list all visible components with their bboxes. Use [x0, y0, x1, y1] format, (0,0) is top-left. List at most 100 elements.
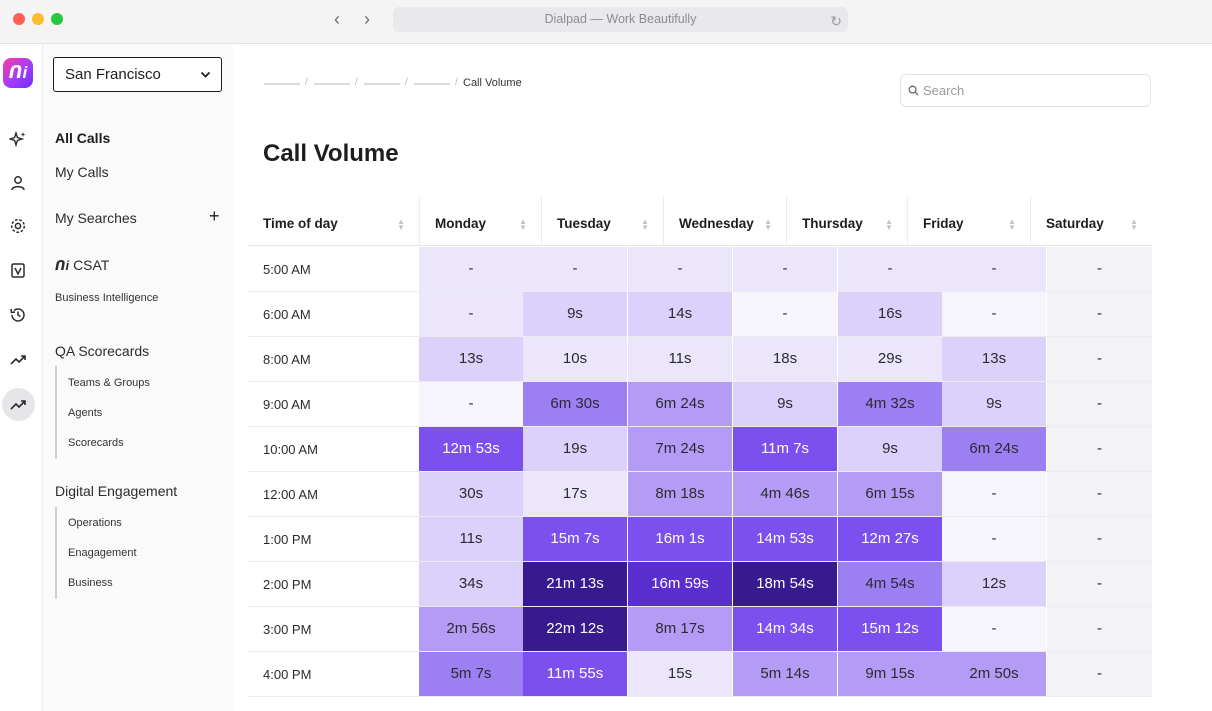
- heatmap-cell[interactable]: -: [628, 247, 732, 291]
- clipboard-icon[interactable]: [6, 258, 30, 282]
- minimize-window-button[interactable]: [32, 13, 44, 25]
- heatmap-cell[interactable]: 8m 17s: [628, 607, 732, 651]
- heatmap-cell[interactable]: 4m 54s: [838, 562, 942, 606]
- column-header-tuesday[interactable]: Tuesday ▲ ▼: [541, 196, 663, 246]
- sparkle-icon[interactable]: [6, 128, 30, 152]
- heatmap-cell[interactable]: 13s: [942, 337, 1046, 381]
- breadcrumb-placeholder[interactable]: [364, 83, 400, 85]
- column-header-monday[interactable]: Monday ▲ ▼: [419, 196, 541, 246]
- nav-my-searches[interactable]: My Searches: [55, 210, 137, 226]
- heatmap-cell[interactable]: -: [419, 382, 523, 426]
- nav-scorecards[interactable]: Scorecards: [68, 437, 124, 449]
- column-header-wednesday[interactable]: Wednesday ▲ ▼: [663, 196, 786, 246]
- column-header-saturday[interactable]: Saturday ▲ ▼: [1030, 196, 1152, 246]
- sort-icon[interactable]: ▲ ▼: [641, 217, 649, 232]
- sort-icon[interactable]: ▲ ▼: [397, 217, 405, 232]
- heatmap-cell-saturday[interactable]: -: [1047, 517, 1152, 561]
- heatmap-cell[interactable]: -: [942, 472, 1046, 516]
- trend-icon[interactable]: [6, 348, 30, 372]
- sort-icon[interactable]: ▲ ▼: [1008, 217, 1016, 232]
- gear-icon[interactable]: [6, 214, 30, 238]
- heatmap-cell-saturday[interactable]: -: [1047, 382, 1152, 426]
- heatmap-cell[interactable]: 6m 24s: [628, 382, 732, 426]
- back-arrow-icon[interactable]: ‹: [334, 9, 340, 29]
- column-header-friday[interactable]: Friday ▲ ▼: [907, 196, 1030, 246]
- heatmap-cell[interactable]: 15m 12s: [838, 607, 942, 651]
- heatmap-cell[interactable]: -: [733, 292, 837, 336]
- nav-operations[interactable]: Operations: [68, 517, 122, 529]
- heatmap-cell[interactable]: 15s: [628, 652, 732, 696]
- sort-icon[interactable]: ▲ ▼: [519, 217, 527, 232]
- analytics-icon[interactable]: [6, 393, 30, 417]
- heatmap-cell[interactable]: 11m 7s: [733, 427, 837, 471]
- heatmap-cell[interactable]: 30s: [419, 472, 523, 516]
- heatmap-cell[interactable]: -: [419, 292, 523, 336]
- heatmap-cell[interactable]: 9s: [942, 382, 1046, 426]
- reload-icon[interactable]: ↻: [830, 13, 842, 29]
- heatmap-cell[interactable]: 11s: [419, 517, 523, 561]
- column-header-thursday[interactable]: Thursday ▲ ▼: [786, 196, 907, 246]
- heatmap-cell-saturday[interactable]: -: [1047, 607, 1152, 651]
- heatmap-cell[interactable]: 12m 53s: [419, 427, 523, 471]
- nav-digital-engagement[interactable]: Digital Engagement: [55, 483, 178, 499]
- heatmap-cell[interactable]: 6m 15s: [838, 472, 942, 516]
- heatmap-cell[interactable]: 11s: [628, 337, 732, 381]
- heatmap-cell[interactable]: -: [523, 247, 627, 291]
- heatmap-cell-saturday[interactable]: -: [1047, 427, 1152, 471]
- heatmap-cell[interactable]: 2m 56s: [419, 607, 523, 651]
- zoom-window-button[interactable]: [51, 13, 63, 25]
- heatmap-cell[interactable]: 9s: [838, 427, 942, 471]
- history-icon[interactable]: [6, 303, 30, 327]
- search-input[interactable]: Search: [900, 74, 1151, 107]
- heatmap-cell[interactable]: 2m 50s: [942, 652, 1046, 696]
- nav-business-intelligence[interactable]: Business Intelligence: [55, 292, 159, 304]
- breadcrumb-placeholder[interactable]: [414, 83, 450, 85]
- heatmap-cell[interactable]: -: [942, 247, 1046, 291]
- person-icon[interactable]: [6, 171, 30, 195]
- heatmap-cell[interactable]: 5m 7s: [419, 652, 523, 696]
- breadcrumb-placeholder[interactable]: [314, 83, 350, 85]
- heatmap-cell[interactable]: -: [942, 292, 1046, 336]
- heatmap-cell[interactable]: 6m 24s: [942, 427, 1046, 471]
- heatmap-cell[interactable]: 18m 54s: [733, 562, 837, 606]
- heatmap-cell[interactable]: 4m 46s: [733, 472, 837, 516]
- heatmap-cell[interactable]: 29s: [838, 337, 942, 381]
- heatmap-cell[interactable]: 15m 7s: [523, 517, 627, 561]
- heatmap-cell[interactable]: 14s: [628, 292, 732, 336]
- heatmap-cell[interactable]: 16m 59s: [628, 562, 732, 606]
- heatmap-cell[interactable]: 12s: [942, 562, 1046, 606]
- heatmap-cell[interactable]: 12m 27s: [838, 517, 942, 561]
- heatmap-cell[interactable]: 22m 12s: [523, 607, 627, 651]
- heatmap-cell-saturday[interactable]: -: [1047, 562, 1152, 606]
- heatmap-cell[interactable]: 9s: [523, 292, 627, 336]
- heatmap-cell[interactable]: 19s: [523, 427, 627, 471]
- add-search-icon[interactable]: +: [209, 206, 220, 226]
- sort-icon[interactable]: ▲ ▼: [885, 217, 893, 232]
- heatmap-cell[interactable]: 16m 1s: [628, 517, 732, 561]
- heatmap-cell[interactable]: 21m 13s: [523, 562, 627, 606]
- nav-all-calls[interactable]: All Calls: [55, 130, 111, 146]
- heatmap-cell[interactable]: 13s: [419, 337, 523, 381]
- heatmap-cell[interactable]: -: [942, 607, 1046, 651]
- heatmap-cell[interactable]: -: [733, 247, 837, 291]
- forward-arrow-icon[interactable]: ›: [364, 9, 370, 29]
- app-logo[interactable]: ᑎi: [3, 58, 33, 88]
- nav-my-calls[interactable]: My Calls: [55, 164, 109, 180]
- heatmap-cell[interactable]: 11m 55s: [523, 652, 627, 696]
- nav-csat[interactable]: ᑎi CSAT: [55, 257, 109, 274]
- heatmap-cell-saturday[interactable]: -: [1047, 472, 1152, 516]
- nav-agents[interactable]: Agents: [68, 407, 103, 419]
- heatmap-cell[interactable]: 16s: [838, 292, 942, 336]
- heatmap-cell-saturday[interactable]: -: [1047, 337, 1152, 381]
- heatmap-cell[interactable]: 17s: [523, 472, 627, 516]
- heatmap-cell[interactable]: -: [419, 247, 523, 291]
- heatmap-cell[interactable]: 9m 15s: [838, 652, 942, 696]
- heatmap-cell-saturday[interactable]: -: [1047, 652, 1152, 696]
- address-bar[interactable]: Dialpad — Work Beautifully ↻: [393, 7, 848, 32]
- heatmap-cell[interactable]: 6m 30s: [523, 382, 627, 426]
- sort-icon[interactable]: ▲ ▼: [1130, 217, 1138, 232]
- heatmap-cell[interactable]: -: [838, 247, 942, 291]
- column-header-time-of-day[interactable]: Time of day ▲ ▼: [248, 196, 419, 246]
- breadcrumb-placeholder[interactable]: [264, 83, 300, 85]
- heatmap-cell[interactable]: 9s: [733, 382, 837, 426]
